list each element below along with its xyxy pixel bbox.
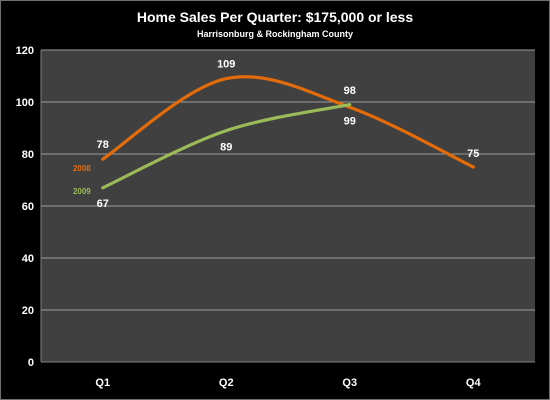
y-tick-label: 60 xyxy=(22,201,34,213)
data-label: 89 xyxy=(220,142,232,154)
series-name-label: 2009 xyxy=(73,187,91,196)
y-tick-label: 0 xyxy=(28,357,34,369)
y-tick-label: 20 xyxy=(22,305,34,317)
data-label: 78 xyxy=(97,139,109,151)
x-tick-label: Q2 xyxy=(219,377,234,389)
series-line-2009 xyxy=(101,103,352,190)
series-name-labels: 2008 2009 xyxy=(73,164,91,196)
series-lines xyxy=(101,75,475,190)
data-label: 67 xyxy=(97,198,109,210)
chart-title: Home Sales Per Quarter: $175,000 or less xyxy=(137,9,413,25)
chart-subtitle: Harrisonburg & Rockingham County xyxy=(197,29,353,39)
series-line-2008 xyxy=(101,75,475,169)
data-labels: 78 109 98 75 67 89 99 xyxy=(97,59,480,210)
data-label: 75 xyxy=(467,148,479,160)
x-axis-ticks: Q1 Q2 Q3 Q4 xyxy=(95,377,481,389)
y-tick-label: 40 xyxy=(22,253,34,265)
data-label: 99 xyxy=(344,116,356,128)
series-name-label: 2008 xyxy=(73,164,91,173)
data-label: 109 xyxy=(217,59,235,71)
y-tick-label: 100 xyxy=(16,97,34,109)
x-tick-label: Q4 xyxy=(466,377,482,389)
y-tick-label: 120 xyxy=(16,45,34,57)
gridlines xyxy=(40,49,535,363)
y-tick-label: 80 xyxy=(22,149,34,161)
y-axis-ticks: 0 20 40 60 80 100 120 xyxy=(16,45,34,369)
data-label: 98 xyxy=(344,85,356,97)
x-tick-label: Q3 xyxy=(342,377,357,389)
x-tick-label: Q1 xyxy=(95,377,110,389)
